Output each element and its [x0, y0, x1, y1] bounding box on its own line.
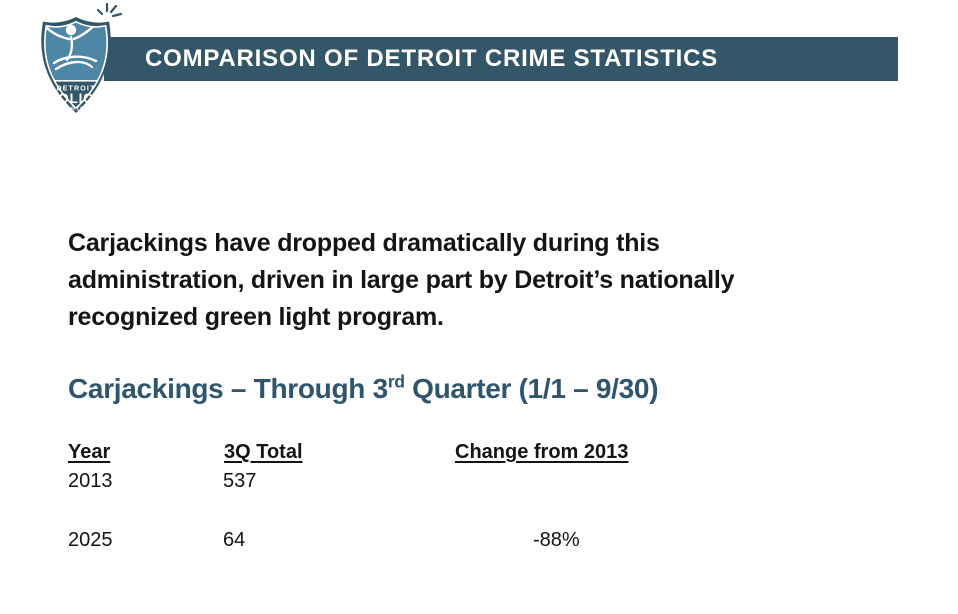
title-bar: COMPARISON OF DETROIT CRIME STATISTICS: [104, 37, 898, 81]
page-title: COMPARISON OF DETROIT CRIME STATISTICS: [145, 45, 719, 72]
intro-line-3: recognized green light program.: [68, 303, 444, 331]
table-row-2025-change: -88%: [533, 529, 580, 551]
table-row-2013-total: 537: [223, 470, 257, 492]
table-row-2013-year: 2013: [68, 470, 113, 492]
column-header-change: Change from 2013: [455, 441, 629, 463]
badge-upper-field: [44, 21, 108, 80]
table-row-2025-total: 64: [223, 529, 246, 551]
intro-line-2: administration, driven in large part by …: [68, 266, 735, 294]
section-heading-suffix: Quarter (1/1 – 9/30): [404, 373, 659, 404]
intro-paragraph: Carjackings have dropped dramatically du…: [68, 225, 735, 336]
intro-line-1: Carjackings have dropped dramatically du…: [68, 229, 660, 257]
badge-word-police: POLICE: [48, 91, 103, 106]
column-header-3q-total: 3Q Total: [224, 441, 303, 463]
section-heading-prefix: Carjackings – Through 3: [68, 373, 388, 404]
badge-word-department: DEPARTMENT: [52, 107, 99, 113]
dpd-badge-logo: DETROIT POLICE DEPARTMENT: [41, 3, 123, 113]
table-row-2025-year: 2025: [68, 529, 113, 551]
section-heading: Carjackings – Through 3rd Quarter (1/1 –…: [68, 371, 659, 405]
sparkle-icon: [96, 3, 123, 18]
section-heading-ordinal: rd: [387, 371, 405, 392]
column-header-year: Year: [68, 441, 111, 463]
badge-word-detroit: DETROIT: [56, 86, 95, 93]
